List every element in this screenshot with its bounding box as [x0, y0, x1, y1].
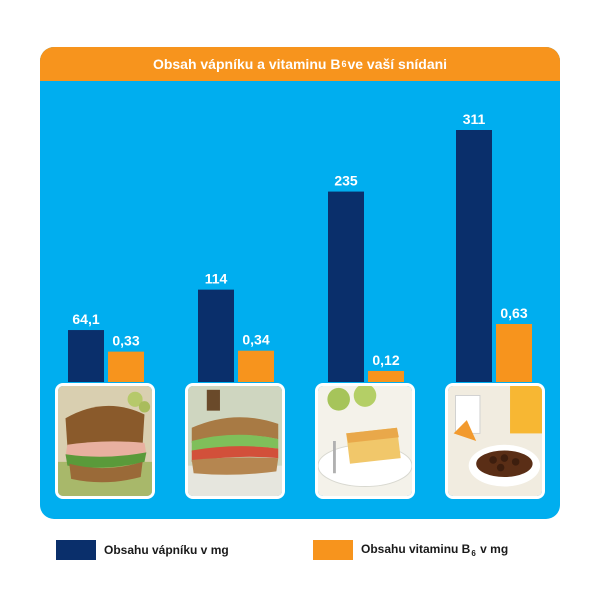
legend-label-calcium: Obsahu vápníku v mg — [104, 543, 229, 557]
bar-calcium-4 — [456, 130, 492, 382]
cereal-photo-icon — [445, 383, 545, 499]
legend-label-vitamin-b6-text: Obsahu vitaminu B — [361, 542, 471, 556]
legend-label-vitamin-b6-subscript: 6 — [471, 549, 476, 558]
bar-vitamin-b6-4 — [496, 324, 532, 382]
data-label-calcium-3: 235 — [334, 173, 358, 189]
bar-vitamin-b6-1 — [108, 351, 144, 382]
cake-photo-icon — [315, 383, 415, 499]
bar-calcium-1 — [68, 330, 104, 382]
chart-legend: Obsahu vápníku v mg Obsahu vitaminu B6 v… — [0, 540, 600, 564]
legend-swatch-vitamin-b6 — [313, 540, 353, 560]
legend-label-calcium-text: Obsahu vápníku v mg — [104, 543, 229, 557]
bar-vitamin-b6-2 — [238, 350, 274, 382]
chart-title-text-end: ve vaší snídani — [347, 56, 448, 72]
data-label-vitamin-b6-2: 0,34 — [242, 332, 269, 348]
legend-label-vitamin-b6: Obsahu vitaminu B6 v mg — [361, 542, 508, 558]
bar-calcium-2 — [198, 289, 234, 382]
data-label-calcium-4: 311 — [463, 111, 486, 127]
legend-swatch-calcium — [56, 540, 96, 560]
sandwich-photo-icon — [55, 383, 155, 499]
chart-title-subscript: 6 — [341, 59, 347, 69]
bar-calcium-3 — [328, 191, 364, 382]
data-label-vitamin-b6-1: 0,33 — [112, 333, 139, 349]
data-label-calcium-1: 64,1 — [72, 311, 99, 327]
chart-title-text: Obsah vápníku a vitaminu B — [152, 56, 341, 72]
data-label-vitamin-b6-3: 0,12 — [372, 352, 399, 368]
legend-item-calcium: Obsahu vápníku v mg — [56, 540, 229, 560]
data-label-calcium-2: 114 — [205, 271, 228, 287]
bar-vitamin-b6-3 — [368, 370, 404, 382]
data-label-vitamin-b6-4: 0,63 — [500, 305, 527, 321]
legend-label-vitamin-b6-text-end: v mg — [476, 542, 509, 556]
legend-item-vitamin-b6: Obsahu vitaminu B6 v mg — [313, 540, 508, 560]
baguette-photo-icon — [185, 383, 285, 499]
bar-plot: 64,1 114 235 311 0,33 0,34 0,12 0,63 — [68, 111, 532, 382]
